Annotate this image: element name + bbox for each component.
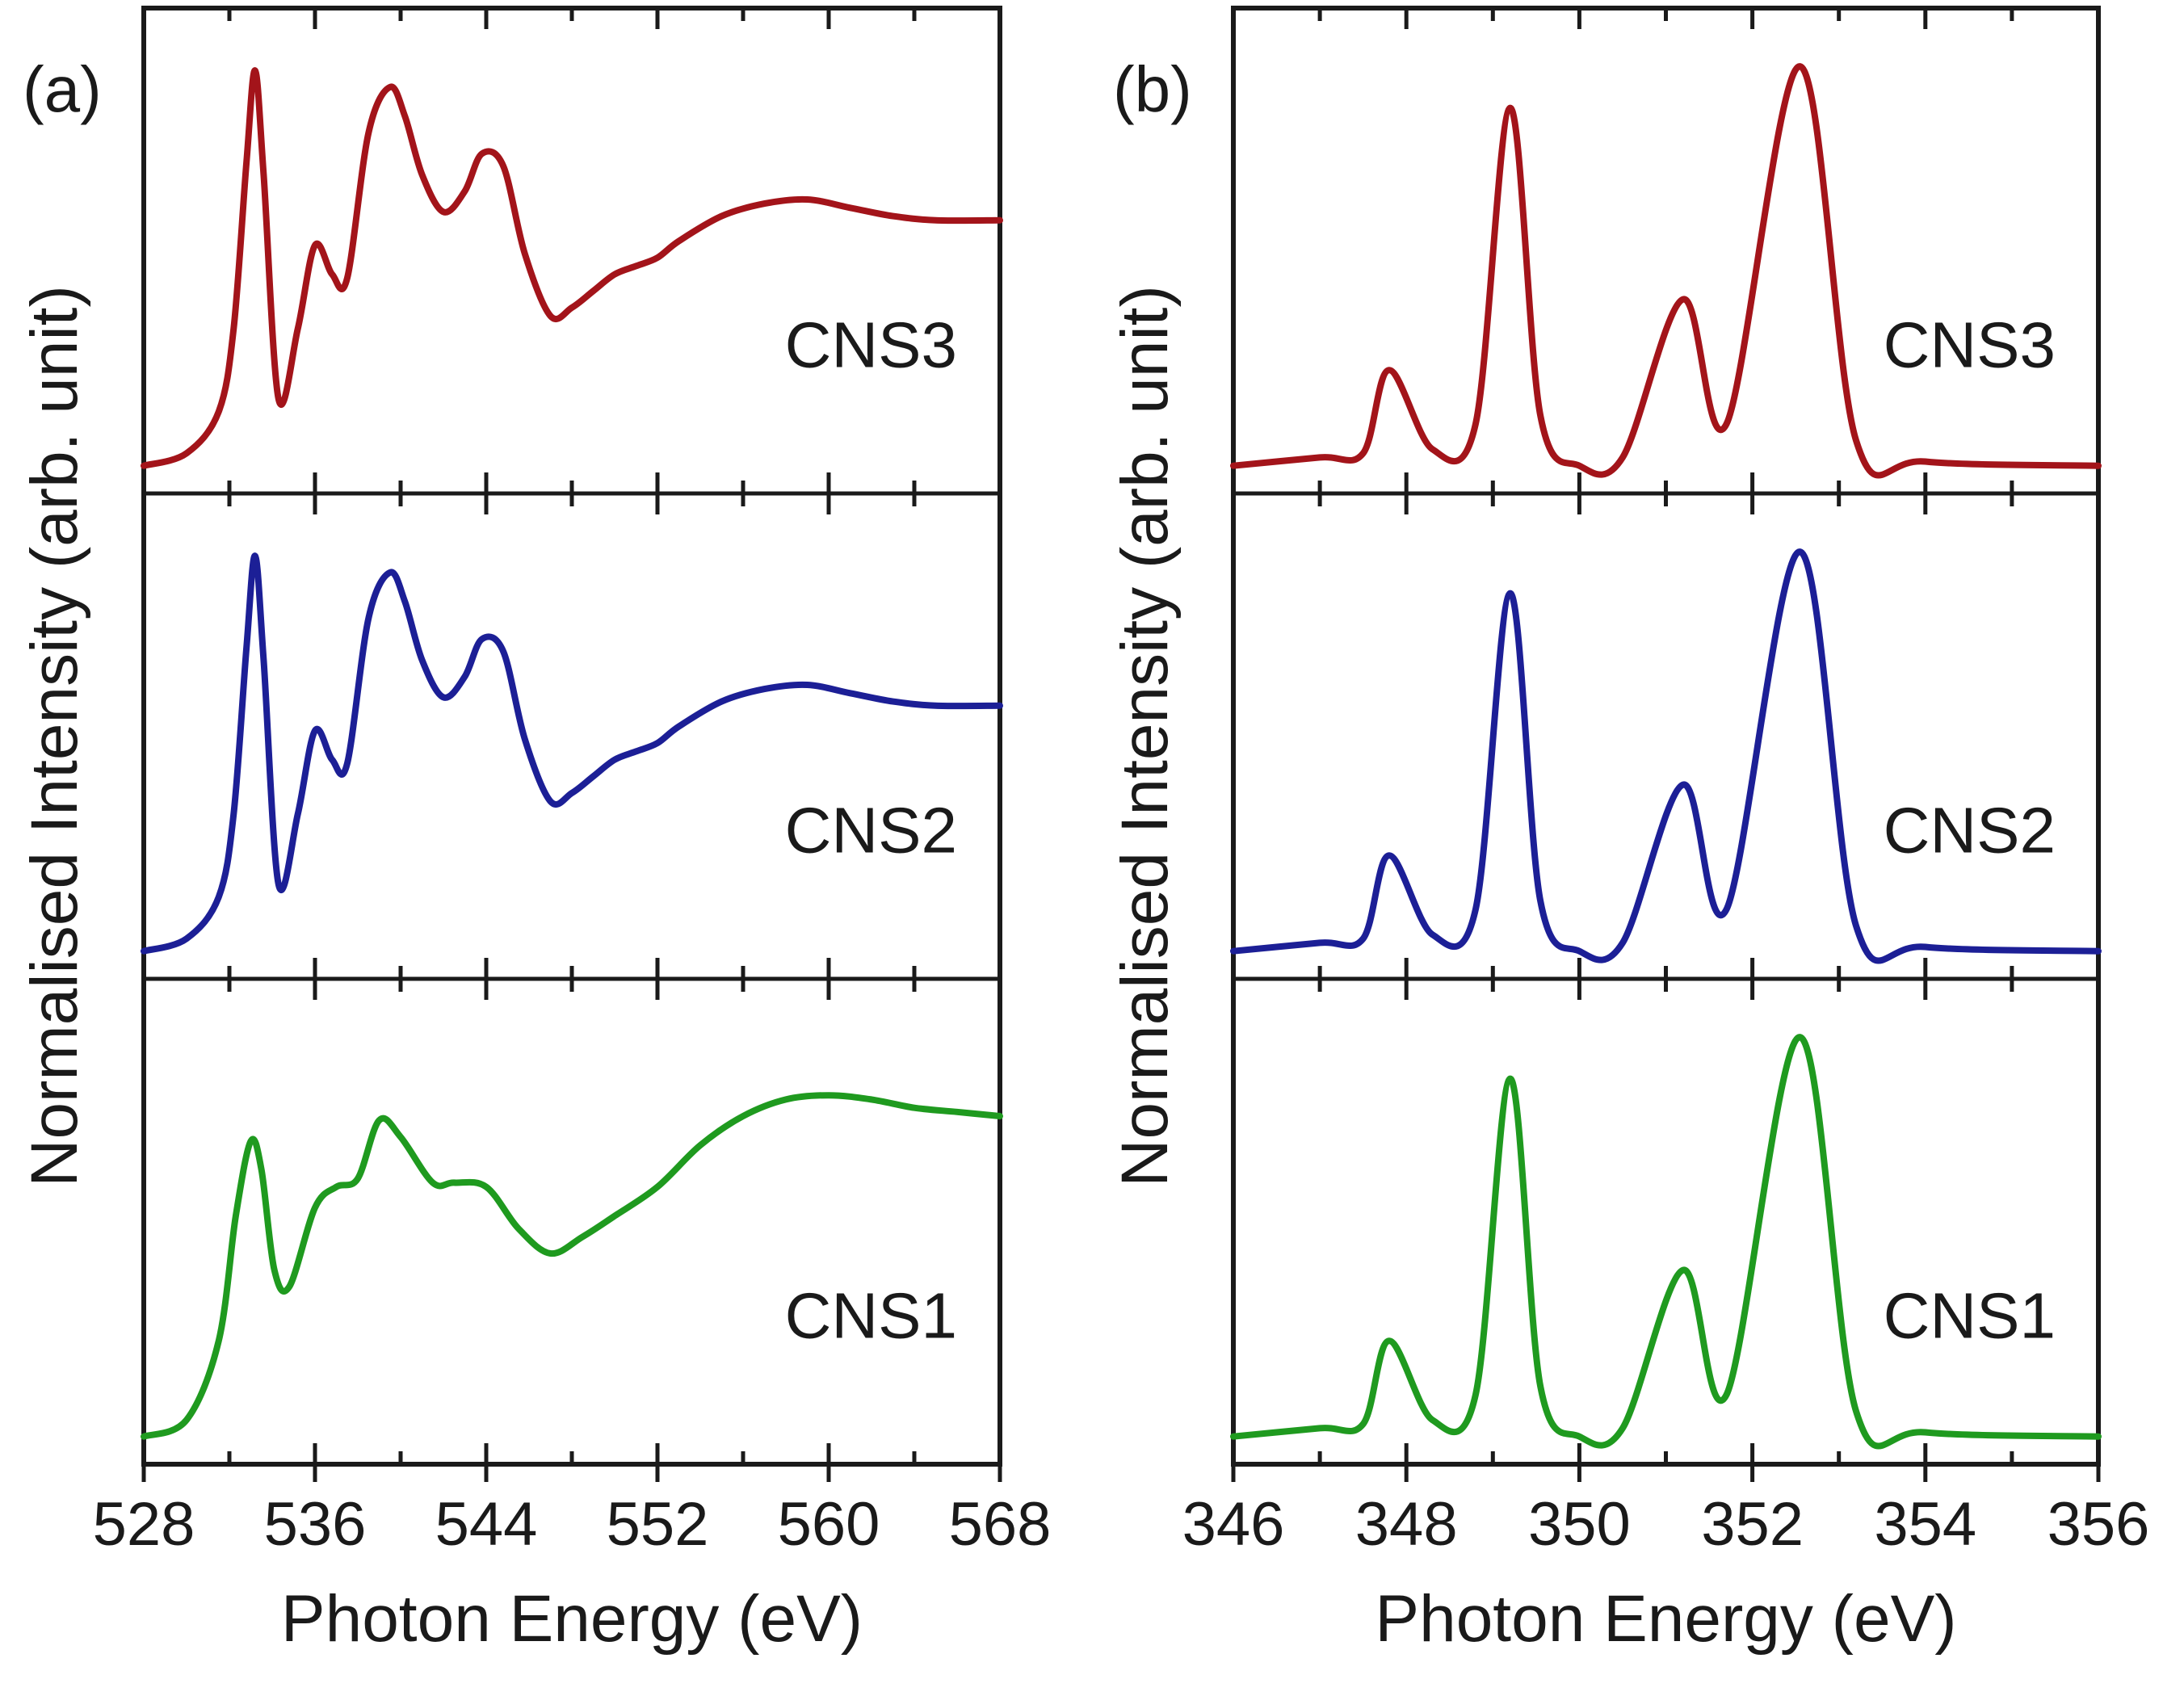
- x-tick-label: 354: [1874, 1490, 1976, 1559]
- series-label-cns1: CNS1: [785, 1280, 957, 1352]
- x-tick-label: 352: [1701, 1490, 1804, 1559]
- x-tick-label: 544: [435, 1490, 538, 1559]
- series-label-cns3: CNS3: [785, 309, 957, 381]
- series-line-cns1: [141, 1092, 1003, 1440]
- panel-label: (b): [1113, 53, 1192, 125]
- y-axis-label: Normalised Intensity (arb. unit): [18, 285, 91, 1187]
- series-label-cns2: CNS2: [785, 795, 957, 867]
- panel-a: 528 536 544 552 560 568 Photon Energy (eV) Norm…: [18, 6, 1052, 1656]
- panel-b: 346 348 350 352 354 356 Photon Energy (eV) Norm…: [1108, 6, 2150, 1656]
- x-tick-label: 528: [93, 1490, 195, 1559]
- x-tick-label: 552: [607, 1490, 709, 1559]
- series-line-cns1: [1230, 1034, 2102, 1450]
- series-line-cns3: [141, 67, 1003, 469]
- series-label-cns3: CNS3: [1884, 309, 2056, 381]
- series-label-cns2: CNS2: [1884, 795, 2056, 867]
- x-tick-label: 560: [778, 1490, 880, 1559]
- x-tick-label: 346: [1182, 1490, 1285, 1559]
- series-line-cns2: [1230, 548, 2102, 964]
- x-tick-label: 536: [264, 1490, 367, 1559]
- x-tick-label: 568: [949, 1490, 1052, 1559]
- x-axis-label: Photon Energy (eV): [1375, 1582, 1956, 1656]
- plot-frame: [1231, 6, 2101, 1467]
- y-axis-label: Normalised Intensity (arb. unit): [1108, 285, 1182, 1187]
- x-axis-label: Photon Energy (eV): [281, 1582, 863, 1656]
- x-tick-label: 356: [2048, 1490, 2150, 1559]
- series-label-cns1: CNS1: [1884, 1280, 2056, 1352]
- panel-label: (a): [23, 53, 102, 125]
- x-tick-label: 350: [1528, 1490, 1631, 1559]
- x-tick-label: 348: [1355, 1490, 1458, 1559]
- series-line-cns2: [141, 552, 1003, 955]
- series-line-cns3: [1230, 63, 2102, 479]
